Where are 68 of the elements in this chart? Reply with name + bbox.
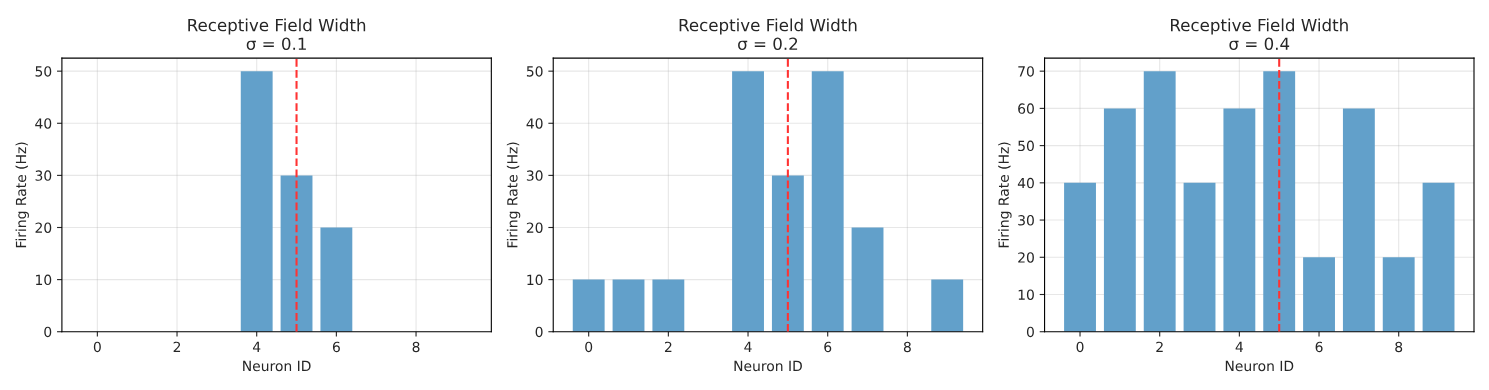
y-tick-label: 40	[526, 118, 543, 129]
bar	[732, 71, 764, 332]
bar	[1223, 108, 1256, 332]
y-tick-label: 0	[1026, 326, 1034, 338]
bar	[1342, 108, 1375, 332]
x-tick-label: 6	[332, 341, 340, 353]
y-tick-label: 0	[535, 326, 543, 338]
y-tick-label: 70	[1018, 66, 1034, 77]
bar	[320, 227, 353, 332]
x-tick-label: 2	[173, 341, 181, 352]
bar	[1263, 71, 1296, 332]
y-tick-label: 60	[1018, 103, 1034, 114]
y-tick-label: 40	[35, 118, 52, 129]
y-tick-label: 50	[526, 66, 543, 77]
y-axis-title: Firing Rate (Hz)	[506, 142, 521, 248]
bar	[1103, 108, 1136, 332]
y-tick-label: 0	[44, 326, 52, 338]
x-axis-title: Neuron ID	[734, 360, 802, 372]
y-tick-label: 50	[35, 66, 52, 77]
chart-title: Receptive Field Width	[188, 18, 366, 35]
bar	[1422, 182, 1455, 332]
y-tick-label: 50	[1018, 140, 1034, 152]
bar	[771, 175, 804, 332]
x-tick-label: 8	[1395, 341, 1403, 353]
bar	[652, 279, 685, 332]
bar	[1183, 182, 1216, 332]
bar	[811, 71, 844, 332]
x-tick-label: 6	[1315, 341, 1323, 353]
x-tick-label: 4	[1235, 341, 1244, 352]
x-tick-label: 2	[664, 341, 672, 352]
chart-title: Receptive Field Width	[679, 18, 857, 35]
x-tick-label: 6	[824, 341, 832, 353]
chart-subtitle: σ = 0.1	[246, 37, 306, 51]
chart-title: Receptive Field Width	[1171, 18, 1348, 35]
bar	[931, 279, 964, 332]
x-axis-title: Neuron ID	[1225, 360, 1294, 372]
y-tick-label: 30	[526, 170, 543, 181]
x-axis-title: Neuron ID	[243, 360, 311, 372]
bar	[280, 175, 313, 332]
x-tick-label: 0	[1076, 341, 1084, 353]
y-tick-label: 30	[1018, 215, 1034, 226]
y-tick-label: 10	[1018, 289, 1034, 300]
bar	[1143, 71, 1176, 332]
y-tick-label: 20	[35, 222, 52, 233]
x-tick-label: 8	[903, 341, 911, 353]
bar	[851, 227, 884, 332]
chart-subtitle: σ = 0.4	[1229, 37, 1290, 51]
x-tick-label: 4	[252, 341, 261, 352]
chart-subtitle: σ = 0.2	[738, 37, 798, 51]
bar	[572, 279, 605, 332]
bar	[240, 71, 273, 332]
bar	[1064, 182, 1096, 332]
y-tick-label: 20	[526, 222, 543, 233]
y-tick-label: 10	[36, 274, 52, 286]
bar	[1382, 257, 1415, 332]
bar	[1303, 257, 1335, 332]
y-axis-title: Firing Rate (Hz)	[998, 142, 1012, 248]
x-tick-label: 4	[744, 341, 752, 352]
y-axis-title: Firing Rate (Hz)	[15, 142, 29, 248]
y-tick-label: 40	[1017, 177, 1034, 189]
bar	[612, 279, 645, 332]
x-tick-label: 8	[412, 341, 420, 353]
x-tick-label: 0	[585, 341, 593, 353]
y-tick-label: 10	[527, 274, 543, 286]
x-tick-label: 0	[93, 341, 101, 353]
y-tick-label: 30	[35, 170, 52, 181]
x-tick-label: 2	[1156, 341, 1163, 352]
y-tick-label: 20	[1018, 252, 1034, 263]
